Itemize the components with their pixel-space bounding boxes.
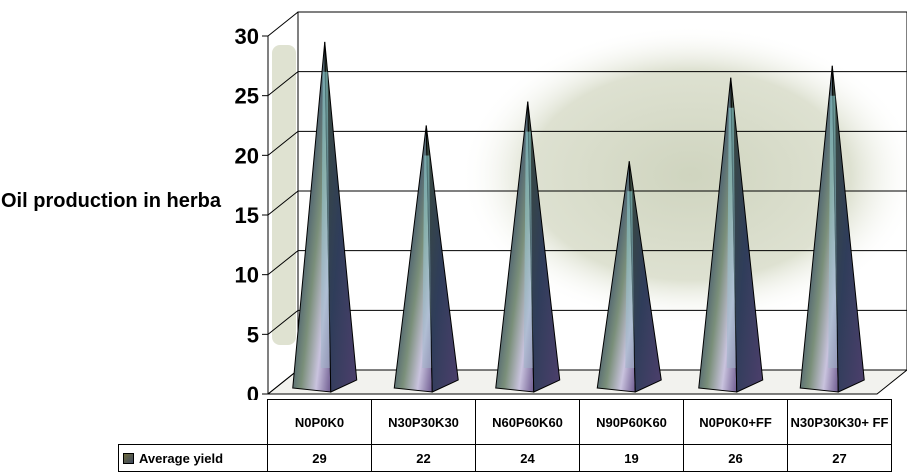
category-label: N0P0K0+FF [683, 399, 788, 445]
data-table-corner [119, 400, 268, 445]
category-label: N0P0K0 [267, 399, 372, 445]
data-table-series-cell: Average yield [118, 444, 268, 472]
bars [292, 41, 865, 393]
bar [596, 161, 662, 393]
gridline-diagonal [267, 250, 299, 276]
y-tick-label: 30 [235, 24, 259, 49]
gridline-diagonal [267, 11, 299, 37]
bar-highlight [625, 191, 635, 368]
herb-pile [460, 25, 907, 325]
bar [698, 77, 764, 393]
bar-highlight [726, 107, 736, 368]
gridline-diagonal [267, 309, 299, 335]
category-label: N60P60K60 [475, 399, 580, 445]
gridline-diagonal [267, 130, 299, 156]
y-tick-label: 25 [235, 84, 259, 109]
legend-key-icon [123, 452, 134, 464]
bar-highlight [422, 155, 432, 368]
category-label: N30P30K30 [371, 399, 476, 445]
category-label: N90P60K60 [579, 399, 684, 445]
y-axis: 0 5 10 15 20 25 30 [235, 24, 268, 400]
gridline-diagonal [267, 369, 299, 395]
data-table-header-row: N0P0K0 N30P30K30 N60P60K60 N90P60K60 N0P0K0+… [119, 399, 892, 445]
data-label: 26 [683, 444, 788, 472]
bar [495, 101, 561, 393]
bar-highlight [828, 95, 838, 369]
data-table: N0P0K0 N30P30K30 N60P60K60 N90P60K60 N0P0K0+… [118, 399, 892, 472]
data-label: 29 [267, 444, 372, 472]
y-tick-label: 20 [235, 143, 259, 168]
y-tick-label: 15 [235, 203, 259, 228]
data-label: 19 [579, 444, 684, 472]
herb-background [272, 25, 907, 345]
gridline-diagonal [267, 190, 299, 216]
bar [292, 41, 358, 393]
gridline-diagonal [267, 71, 299, 97]
bar-highlight [523, 131, 533, 368]
legend-series-name: Average yield [139, 450, 224, 466]
y-tick-label: 10 [235, 263, 259, 288]
y-axis-label: Oil production in herba [1, 190, 221, 212]
herb-stalk [272, 45, 296, 345]
data-table-value-row: Average yield 29 22 24 19 26 27 [118, 444, 892, 472]
bar-highlight [320, 71, 330, 368]
data-label: 24 [475, 444, 580, 472]
bar [799, 65, 865, 393]
data-label: 22 [371, 444, 476, 472]
pyramid-bar-chart: 0 5 10 15 20 25 30 [235, 11, 907, 400]
category-label: N30P30K30+ FF [787, 399, 892, 445]
data-label: 27 [787, 444, 892, 472]
y-tick-label: 5 [247, 322, 259, 347]
y-tick-label: 0 [247, 382, 259, 400]
bar [393, 125, 459, 393]
